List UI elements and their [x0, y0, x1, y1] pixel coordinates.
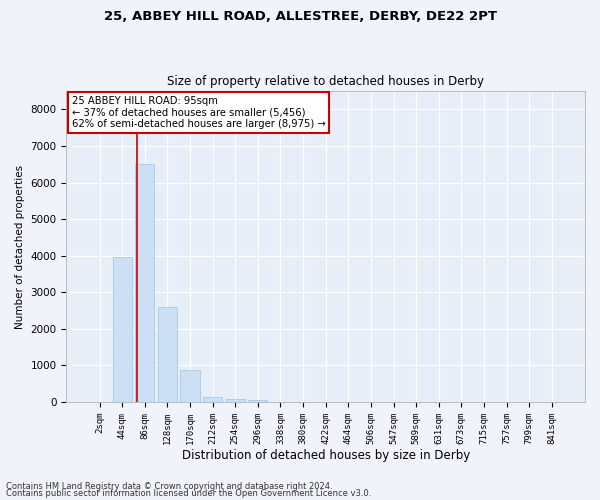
- Bar: [226, 400, 245, 402]
- Bar: [203, 397, 222, 402]
- Bar: [248, 400, 268, 402]
- Bar: [135, 164, 154, 402]
- Text: 25 ABBEY HILL ROAD: 95sqm
← 37% of detached houses are smaller (5,456)
62% of se: 25 ABBEY HILL ROAD: 95sqm ← 37% of detac…: [71, 96, 325, 129]
- Bar: [158, 307, 177, 402]
- Text: Contains public sector information licensed under the Open Government Licence v3: Contains public sector information licen…: [6, 489, 371, 498]
- Text: 25, ABBEY HILL ROAD, ALLESTREE, DERBY, DE22 2PT: 25, ABBEY HILL ROAD, ALLESTREE, DERBY, D…: [104, 10, 497, 23]
- Title: Size of property relative to detached houses in Derby: Size of property relative to detached ho…: [167, 76, 484, 88]
- Bar: [113, 257, 132, 402]
- Bar: [181, 370, 200, 402]
- Text: Contains HM Land Registry data © Crown copyright and database right 2024.: Contains HM Land Registry data © Crown c…: [6, 482, 332, 491]
- Y-axis label: Number of detached properties: Number of detached properties: [15, 164, 25, 328]
- X-axis label: Distribution of detached houses by size in Derby: Distribution of detached houses by size …: [182, 450, 470, 462]
